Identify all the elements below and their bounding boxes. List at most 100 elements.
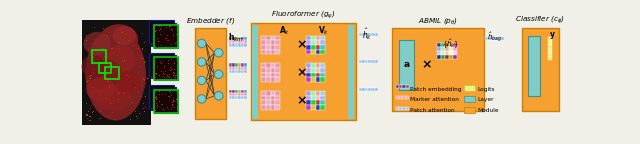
Bar xyxy=(311,40,316,45)
Bar xyxy=(235,70,238,73)
Bar xyxy=(143,103,145,104)
Bar xyxy=(238,40,241,43)
Bar xyxy=(271,101,275,105)
Bar xyxy=(229,70,232,73)
Bar xyxy=(522,28,559,111)
Bar xyxy=(320,73,325,77)
Bar xyxy=(119,42,120,43)
Bar xyxy=(124,76,125,77)
Bar xyxy=(87,118,88,119)
Bar xyxy=(164,74,165,75)
Bar xyxy=(155,77,156,78)
Bar xyxy=(307,45,311,50)
Bar xyxy=(320,77,325,82)
Bar xyxy=(165,94,166,95)
Bar xyxy=(167,107,168,108)
Bar xyxy=(117,48,118,49)
Bar xyxy=(172,30,173,31)
Text: ×: × xyxy=(421,58,431,72)
Bar xyxy=(320,91,325,96)
Bar xyxy=(131,111,132,112)
Bar xyxy=(320,101,325,105)
Bar xyxy=(266,91,271,96)
Bar xyxy=(139,113,140,114)
Bar xyxy=(266,105,271,110)
Ellipse shape xyxy=(116,71,140,93)
Bar xyxy=(229,67,232,70)
Bar xyxy=(229,37,232,40)
Bar xyxy=(403,85,406,88)
Bar xyxy=(139,66,140,67)
Bar xyxy=(167,75,168,76)
Bar xyxy=(374,33,378,36)
Bar xyxy=(92,112,93,113)
Bar xyxy=(241,43,244,47)
Bar xyxy=(235,90,238,93)
Bar xyxy=(159,79,160,80)
Bar xyxy=(365,60,368,64)
Text: Logits: Logits xyxy=(477,87,495,92)
Bar xyxy=(465,96,476,102)
Bar xyxy=(238,43,241,47)
Bar xyxy=(244,67,248,70)
Text: Fluoroformer ($g_{\psi}$): Fluoroformer ($g_{\psi}$) xyxy=(271,10,335,21)
Ellipse shape xyxy=(81,55,105,78)
Bar xyxy=(261,68,266,73)
Text: ×: × xyxy=(296,66,307,79)
Bar xyxy=(261,77,266,82)
Bar xyxy=(307,64,311,68)
Bar xyxy=(359,60,362,64)
Bar xyxy=(155,73,156,74)
Bar xyxy=(121,72,122,73)
Ellipse shape xyxy=(99,24,138,55)
Bar xyxy=(154,57,179,80)
Bar xyxy=(235,43,238,47)
Bar xyxy=(156,103,157,104)
Bar xyxy=(87,81,88,82)
Bar xyxy=(103,59,104,60)
Bar xyxy=(171,29,172,30)
Bar xyxy=(235,93,238,96)
Bar xyxy=(172,107,173,108)
Bar xyxy=(88,76,90,77)
Bar xyxy=(307,96,311,101)
Bar xyxy=(235,67,238,70)
Bar xyxy=(261,64,266,68)
Bar xyxy=(149,53,174,76)
Bar xyxy=(271,96,275,101)
Bar xyxy=(122,61,124,62)
Bar xyxy=(126,40,127,41)
Bar xyxy=(371,60,374,64)
Bar xyxy=(261,45,266,50)
Bar xyxy=(275,96,280,101)
Bar xyxy=(170,26,171,27)
Circle shape xyxy=(214,49,223,57)
Bar xyxy=(176,75,177,76)
Bar xyxy=(128,40,129,41)
Bar xyxy=(168,63,169,64)
Bar xyxy=(155,31,156,32)
Bar xyxy=(104,56,105,57)
Bar xyxy=(135,42,136,43)
Bar xyxy=(116,84,118,85)
Bar xyxy=(93,111,94,112)
Bar xyxy=(392,28,484,111)
Circle shape xyxy=(197,39,206,48)
Bar xyxy=(275,40,280,45)
Bar xyxy=(173,35,174,36)
Bar xyxy=(275,68,280,73)
Bar xyxy=(316,105,320,110)
Bar xyxy=(155,97,156,98)
Bar xyxy=(172,105,173,106)
Bar xyxy=(271,36,275,40)
Bar xyxy=(145,83,146,84)
Bar xyxy=(266,68,271,73)
Bar xyxy=(271,91,275,96)
Bar xyxy=(548,45,552,49)
Bar xyxy=(441,43,445,47)
Bar xyxy=(143,42,145,43)
Bar xyxy=(320,50,325,54)
Bar xyxy=(168,96,169,97)
Bar xyxy=(271,45,275,50)
Bar xyxy=(437,47,441,51)
